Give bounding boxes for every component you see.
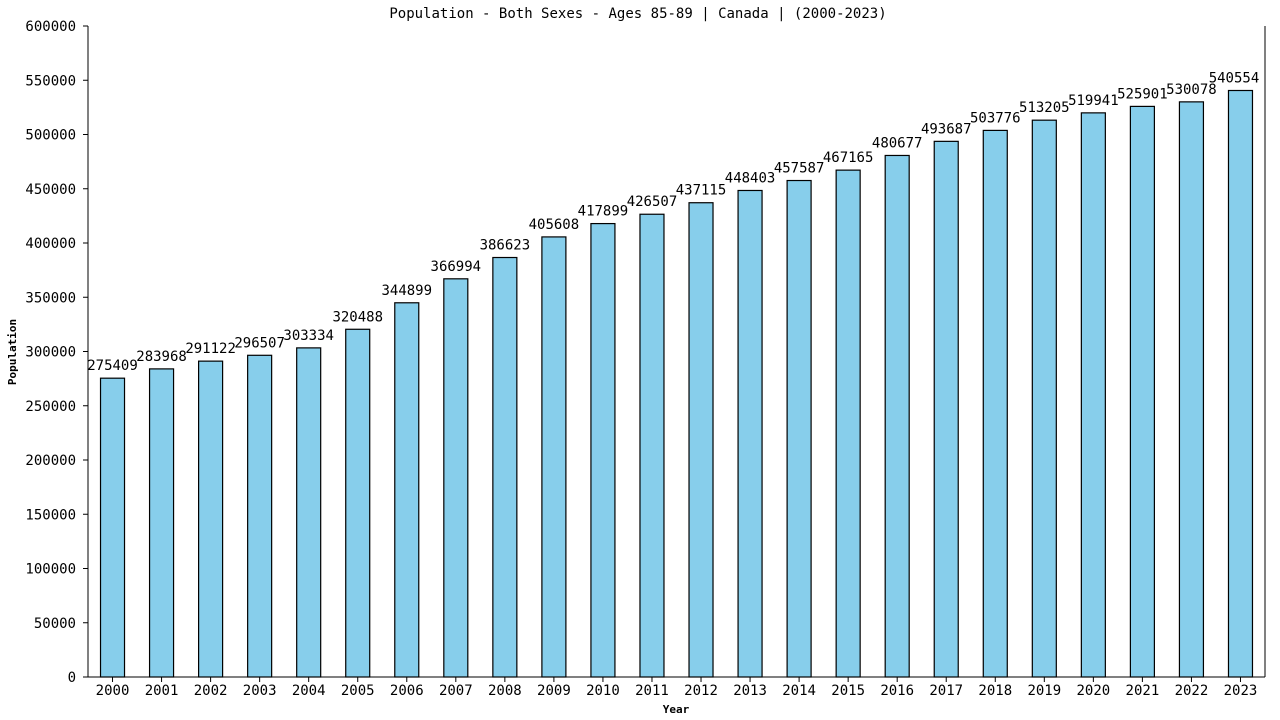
data-label: 291122 [185, 341, 236, 357]
y-tick-label: 550000 [25, 73, 76, 89]
y-tick-label: 0 [68, 670, 76, 686]
x-tick-label: 2018 [978, 683, 1012, 699]
data-label: 296507 [234, 335, 285, 351]
data-label: 344899 [381, 283, 432, 299]
x-tick-label: 2011 [635, 683, 669, 699]
y-tick-label: 200000 [25, 453, 76, 469]
data-label: 480677 [872, 135, 923, 151]
plot-area: 0 50000 100000 150000 200000 250000 300000 3500… [25, 19, 1266, 699]
data-label: 467165 [823, 150, 874, 166]
bar [1227, 89, 1254, 678]
data-label: 513205 [1019, 100, 1070, 116]
chart-title: Population - Both Sexes - Ages 85-89 | C… [389, 6, 886, 22]
x-tick-label: 2014 [782, 683, 816, 699]
bar [933, 140, 959, 678]
y-tick-label: 600000 [25, 19, 76, 35]
bar [835, 169, 861, 678]
data-label: 525901 [1117, 86, 1168, 102]
data-label: 540554 [1209, 70, 1260, 86]
data-label: 320488 [332, 309, 383, 325]
bar [541, 236, 567, 678]
x-tick-label: 2013 [733, 683, 767, 699]
bar [296, 347, 322, 678]
bar [394, 302, 420, 678]
data-label: 426507 [627, 194, 678, 210]
data-label: 503776 [970, 110, 1021, 126]
y-tick-label: 450000 [25, 182, 76, 198]
x-tick-label: 2009 [537, 683, 571, 699]
y-tick-label: 150000 [25, 507, 76, 523]
x-tick-label: 2017 [929, 683, 963, 699]
bar [1080, 112, 1106, 678]
x-tick-label: 2021 [1126, 683, 1160, 699]
y-tick-label: 250000 [25, 399, 76, 415]
bar [345, 328, 371, 678]
x-axis-label: Year [663, 703, 690, 716]
x-tick-label: 2000 [96, 683, 130, 699]
y-tick-label: 50000 [34, 616, 76, 632]
x-tick-label: 2010 [586, 683, 620, 699]
x-tick-label: 2012 [684, 683, 718, 699]
x-tick-label: 2015 [831, 683, 865, 699]
x-tick-label: 2020 [1076, 683, 1110, 699]
bar [492, 256, 518, 678]
bar [443, 278, 469, 678]
bar [786, 179, 812, 678]
data-label: 405608 [529, 217, 580, 233]
x-tick-label: 2016 [880, 683, 914, 699]
x-tick-label: 2005 [341, 683, 375, 699]
x-tick-label: 2002 [194, 683, 228, 699]
bar [99, 377, 126, 678]
data-label: 275409 [87, 358, 138, 374]
data-label: 457587 [774, 161, 825, 177]
data-label: 303334 [283, 328, 334, 344]
data-label: 519941 [1068, 93, 1119, 109]
bar [1031, 119, 1057, 678]
x-tick-label: 2019 [1027, 683, 1061, 699]
y-tick-label: 100000 [25, 562, 76, 578]
data-label: 386623 [480, 238, 531, 254]
x-tick-label: 2001 [145, 683, 179, 699]
bar [1178, 101, 1205, 678]
bar [247, 354, 273, 678]
y-tick-label: 350000 [25, 290, 76, 306]
x-tick-label: 2004 [292, 683, 326, 699]
x-tick-label: 2003 [243, 683, 277, 699]
bar [688, 202, 714, 678]
data-label: 417899 [578, 204, 629, 220]
y-tick-label: 400000 [25, 236, 76, 252]
data-label: 437115 [676, 183, 727, 199]
y-axis-label: Population [6, 319, 19, 385]
bar [737, 189, 763, 678]
bar [1129, 105, 1155, 678]
x-tick-label: 2008 [488, 683, 522, 699]
data-label: 493687 [921, 121, 972, 137]
y-tick-label: 300000 [25, 345, 76, 361]
data-label: 448403 [725, 170, 776, 186]
x-tick-label: 2006 [390, 683, 424, 699]
bar [884, 154, 910, 678]
y-tick-label: 500000 [25, 128, 76, 144]
data-label: 283968 [136, 349, 187, 365]
x-tick-label: 2007 [439, 683, 473, 699]
bar [198, 360, 224, 678]
bar [982, 129, 1008, 678]
data-label: 366994 [431, 259, 482, 275]
x-tick-label: 2023 [1224, 683, 1258, 699]
bar [148, 368, 175, 678]
bar [590, 222, 616, 678]
data-label: 530078 [1166, 82, 1217, 98]
bar [639, 213, 665, 678]
x-tick-label: 2022 [1175, 683, 1209, 699]
